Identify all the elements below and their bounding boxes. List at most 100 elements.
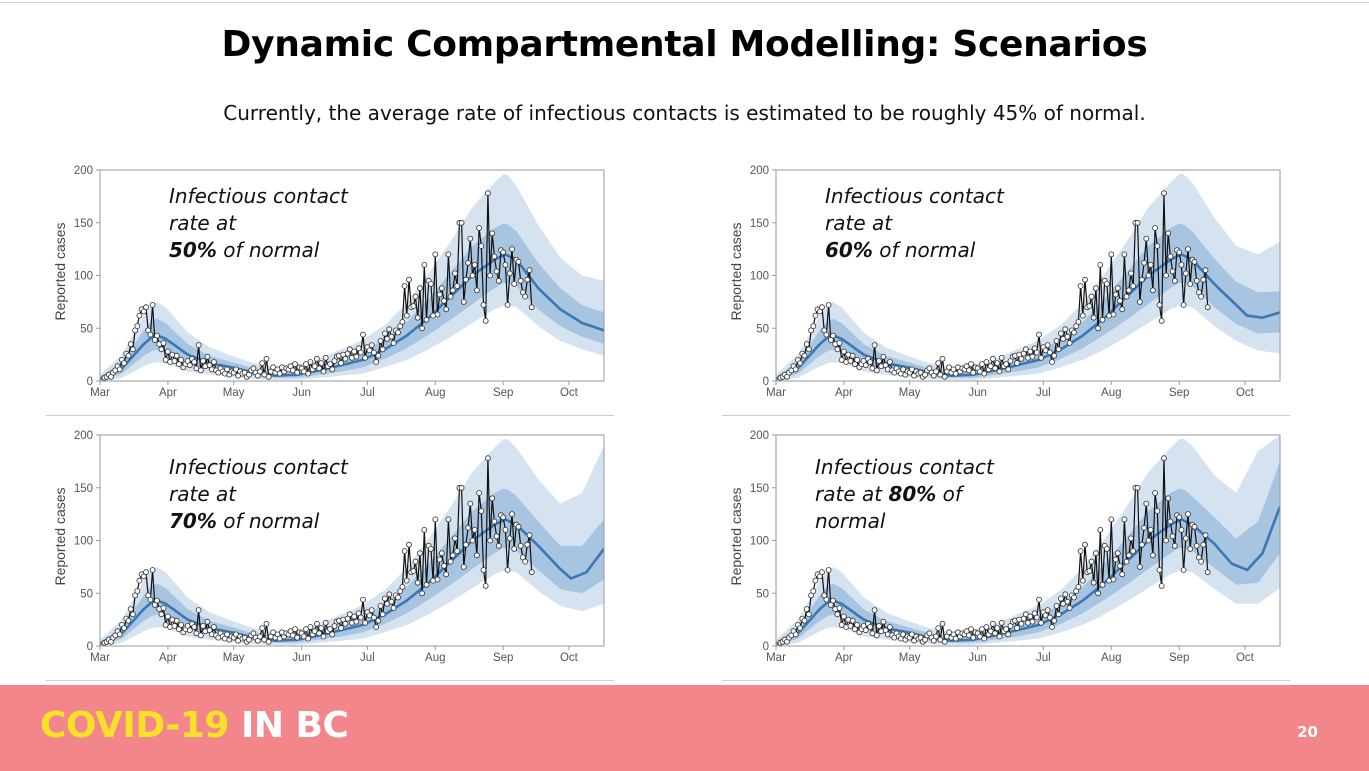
observed-point <box>473 287 480 294</box>
observed-point <box>1185 246 1191 252</box>
observed-point <box>373 359 380 365</box>
observed-point <box>423 316 430 323</box>
observed-point <box>338 360 344 367</box>
observed-point <box>968 626 974 633</box>
x-tick-label: Sep <box>1169 652 1189 664</box>
x-tick-label: Sep <box>493 387 513 399</box>
y-tick-label: 200 <box>74 165 93 177</box>
observed-point <box>158 611 165 618</box>
observed-point <box>1051 617 1058 624</box>
observed-point <box>421 527 428 533</box>
observed-point <box>847 358 854 364</box>
observed-point <box>127 341 134 348</box>
observed-point <box>452 270 458 277</box>
observed-point <box>1099 581 1106 588</box>
observed-point <box>819 569 825 576</box>
y-tick-label: 150 <box>74 218 93 230</box>
observed-point <box>849 352 856 359</box>
observed-point <box>210 624 217 630</box>
observed-point <box>1193 277 1200 284</box>
observed-point <box>432 516 439 523</box>
observed-point <box>173 352 180 359</box>
observed-point <box>1176 514 1183 521</box>
observed-point <box>825 567 832 573</box>
observed-point <box>1022 611 1029 618</box>
observed-point <box>1088 293 1095 300</box>
observed-point <box>1082 541 1088 548</box>
observed-point <box>935 360 942 367</box>
observed-point <box>1200 541 1207 548</box>
page-number: 20 <box>1297 723 1318 741</box>
observed-point <box>1202 267 1209 274</box>
observed-point <box>886 624 893 630</box>
observed-point <box>403 577 410 584</box>
x-tick-label: May <box>223 652 245 664</box>
observed-point <box>1027 613 1034 620</box>
y-tick-label: 50 <box>756 323 769 335</box>
observed-point <box>401 548 408 554</box>
x-tick-label: Mar <box>90 387 110 399</box>
observed-point <box>1125 287 1132 294</box>
x-tick-label: May <box>899 387 921 399</box>
observed-point <box>862 627 869 634</box>
y-tick-label: 200 <box>750 165 769 177</box>
observed-point <box>171 623 178 629</box>
observed-point <box>880 353 887 360</box>
observed-point <box>158 346 165 353</box>
caption-post: of normal <box>872 238 976 262</box>
observed-point <box>379 611 386 618</box>
observed-point <box>186 362 193 369</box>
slide-title: Dynamic Compartmental Modelling: Scenari… <box>221 24 1148 65</box>
observed-point <box>370 349 377 356</box>
observed-point <box>847 623 854 629</box>
observed-point <box>478 508 485 514</box>
observed-point <box>357 614 364 621</box>
observed-point <box>386 591 393 598</box>
observed-point <box>1110 311 1117 318</box>
observed-point <box>1160 455 1167 462</box>
observed-point <box>178 356 185 363</box>
caption-percent: 80% <box>888 482 937 506</box>
observed-point <box>1038 354 1045 361</box>
observed-point <box>210 359 217 365</box>
observed-point <box>1082 276 1088 283</box>
x-tick-label: May <box>223 387 245 399</box>
observed-point <box>989 620 996 627</box>
observed-point <box>1180 302 1187 308</box>
observed-point <box>289 632 296 639</box>
observed-point <box>1114 285 1121 292</box>
observed-point <box>806 346 812 353</box>
observed-point <box>1079 577 1086 584</box>
observed-point <box>873 632 880 639</box>
observed-point <box>886 359 893 365</box>
y-tick-label: 0 <box>763 641 769 653</box>
observed-point <box>353 353 360 360</box>
observed-point <box>1046 614 1053 621</box>
y-tick-label: 150 <box>74 483 93 495</box>
observed-point <box>1182 535 1189 542</box>
observed-point <box>509 511 515 517</box>
observed-point <box>322 354 329 361</box>
observed-point <box>160 605 167 611</box>
observed-point <box>1033 349 1040 356</box>
observed-point <box>1204 569 1211 576</box>
observed-point <box>338 625 344 632</box>
x-tick-label: Oct <box>1236 652 1255 664</box>
observed-point <box>854 621 861 628</box>
observed-point <box>379 346 386 353</box>
observed-point <box>368 342 375 349</box>
chart-panel-70: 0 50 100 150 200 Mar Apr May Jun Jul Aug Sep Oct Repo… <box>46 429 614 681</box>
observed-point <box>873 367 880 374</box>
x-tick-label: Jun <box>292 652 311 664</box>
observed-point <box>116 366 123 373</box>
observed-point <box>1136 563 1143 570</box>
observed-point <box>871 342 878 349</box>
observed-point <box>1185 511 1191 517</box>
observed-point <box>825 302 832 308</box>
observed-point <box>327 361 334 368</box>
observed-point <box>495 542 502 549</box>
observed-point <box>992 365 999 372</box>
observed-point <box>467 500 474 507</box>
observed-point <box>1092 550 1099 557</box>
observed-point <box>491 253 498 260</box>
